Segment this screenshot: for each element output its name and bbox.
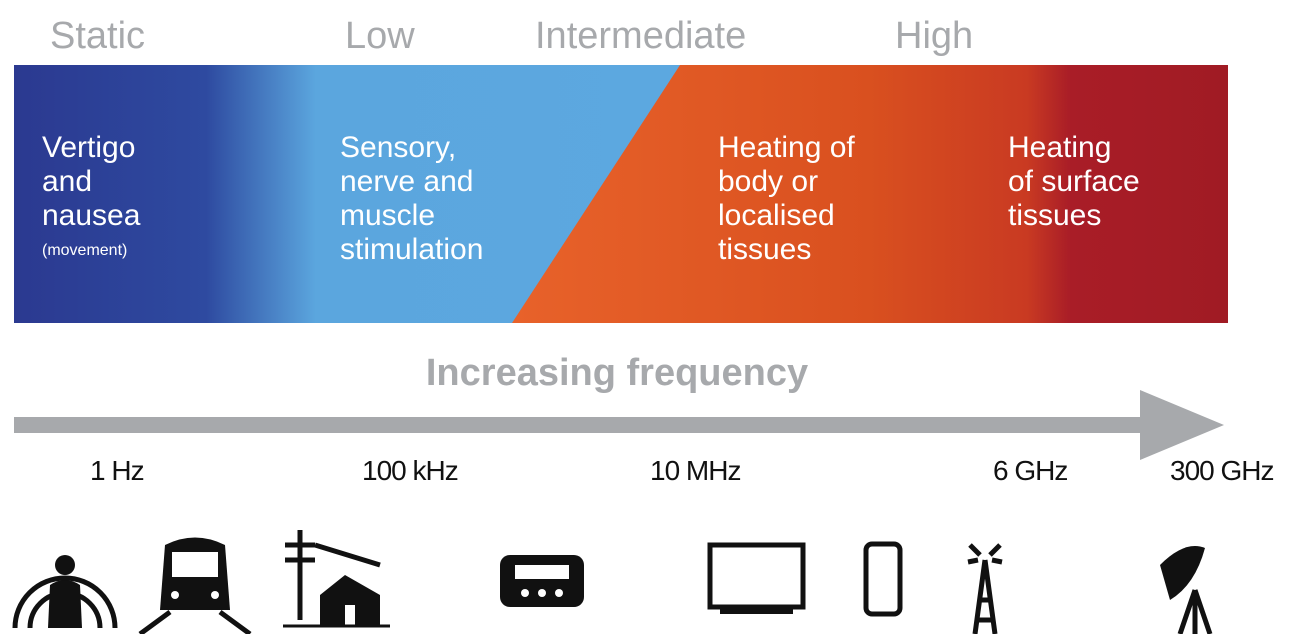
effect-text: of surface [1008,165,1140,198]
band-label: Static [50,15,145,57]
effect-text: and [42,165,92,198]
frequency-label: 10 MHz [650,455,740,486]
frequency-label: 6 GHz [993,455,1067,486]
band-label: High [895,15,973,57]
icon-dish [1160,546,1213,634]
effect-text: stimulation [340,233,483,266]
icon-radio [500,555,584,607]
icon-train [138,537,252,634]
frequency-label: 300 GHz [1170,455,1274,486]
effect-text: Heating [1008,131,1111,164]
effect-text: tissues [718,233,811,266]
frequency-label: 1 Hz [90,455,144,486]
frequency-label: 100 kHz [362,455,458,486]
effect-text: body or [718,165,818,198]
icon-tv [707,542,806,614]
band-label: Intermediate [535,15,746,57]
effect-text: Heating of [718,131,855,164]
band-label: Low [345,15,415,57]
icon-tower [967,543,1003,634]
effect-text: Sensory, [340,131,456,164]
gradient-warm [512,65,1228,323]
arrow-head [1140,390,1224,460]
axis-label: Increasing frequency [426,352,808,394]
icon-mri [12,555,118,629]
effect-text: muscle [340,199,435,232]
effect-text: tissues [1008,199,1101,232]
icon-phone [863,541,903,617]
effect-text: nerve and [340,165,473,198]
effect-text: nausea [42,199,141,232]
effect-note: (movement) [42,242,127,259]
effect-text: localised [718,199,835,232]
effect-text: Vertigo [42,131,135,164]
icon-powerline [283,530,390,628]
